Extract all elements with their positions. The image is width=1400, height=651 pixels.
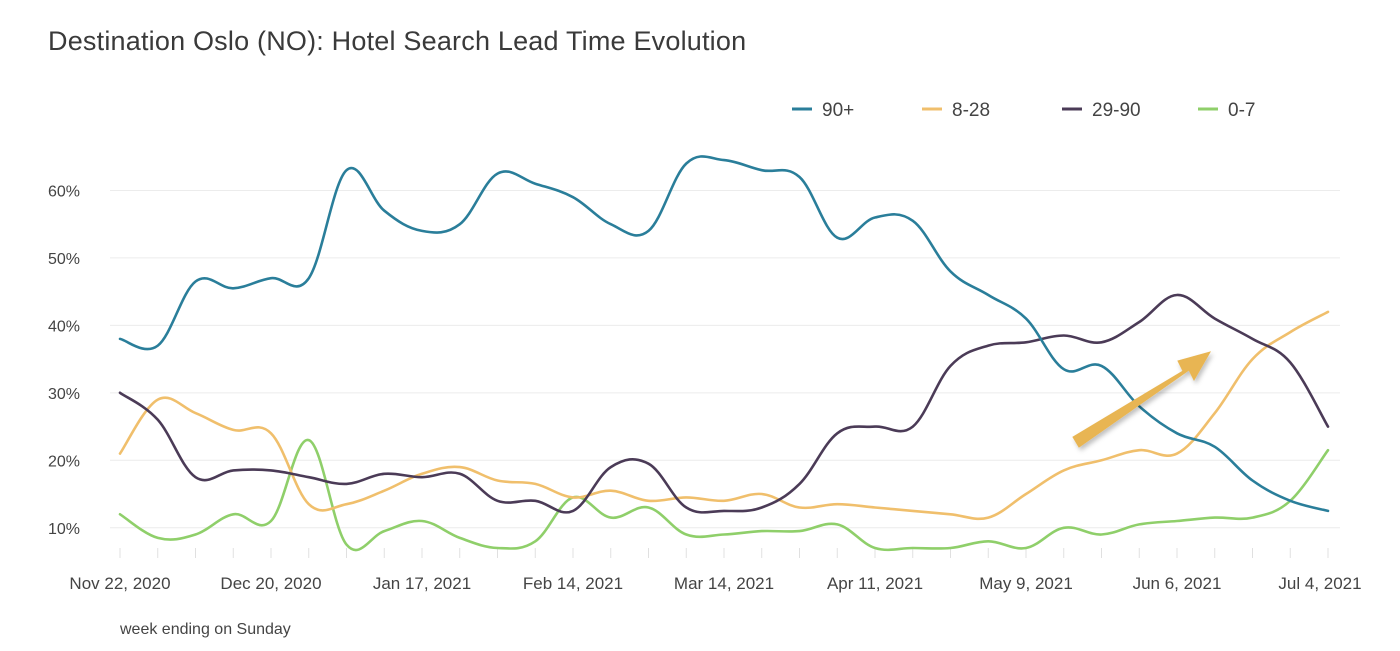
x-tick-label: Dec 20, 2020 — [220, 574, 321, 593]
series-line-0-7 — [118, 438, 1330, 552]
y-tick-label: 50% — [48, 251, 80, 268]
series-line-90plus — [118, 155, 1330, 513]
y-tick-label: 10% — [48, 521, 80, 538]
y-tick-label: 60% — [48, 183, 80, 200]
gridlines — [110, 189, 1340, 529]
x-tick-label: Jul 4, 2021 — [1278, 574, 1361, 593]
legend-label: 29-90 — [1092, 100, 1141, 121]
x-axis-title: week ending on Sunday — [119, 621, 291, 638]
y-tick-label: 30% — [48, 386, 80, 403]
x-axis-labels: Nov 22, 2020 Dec 20, 2020 Jan 17, 2021 Feb … — [69, 574, 1361, 593]
x-tick-label: Feb 14, 2021 — [523, 574, 623, 593]
y-axis-labels: 10% 20% 30% 40% 50% 60% — [48, 183, 80, 537]
x-tick-label: Jun 6, 2021 — [1133, 574, 1222, 593]
series-lines — [118, 155, 1330, 552]
x-tick-label: May 9, 2021 — [979, 574, 1073, 593]
series-line-8-28 — [118, 310, 1330, 521]
legend-item-0-7[interactable]: 0-7 — [1198, 100, 1255, 121]
legend[interactable]: 90+ 8-28 29-90 0-7 — [792, 100, 1255, 121]
legend-label: 0-7 — [1228, 100, 1255, 121]
legend-label: 8-28 — [952, 100, 990, 121]
legend-item-8-28[interactable]: 8-28 — [922, 100, 990, 121]
x-axis-ticks — [119, 548, 1329, 558]
x-tick-label: Jan 17, 2021 — [373, 574, 471, 593]
arrow-icon — [1072, 351, 1212, 448]
trend-arrow-annotation — [1072, 351, 1212, 448]
legend-item-29-90[interactable]: 29-90 — [1062, 100, 1141, 121]
y-tick-label: 20% — [48, 453, 80, 470]
series-line-29-90 — [118, 293, 1330, 514]
chart-title: Destination Oslo (NO): Hotel Search Lead… — [48, 26, 747, 56]
x-tick-label: Apr 11, 2021 — [827, 574, 923, 593]
legend-item-90plus[interactable]: 90+ — [792, 100, 854, 121]
x-tick-label: Mar 14, 2021 — [674, 574, 774, 593]
x-tick-label: Nov 22, 2020 — [69, 574, 170, 593]
y-tick-label: 40% — [48, 318, 80, 335]
legend-label: 90+ — [822, 100, 854, 121]
